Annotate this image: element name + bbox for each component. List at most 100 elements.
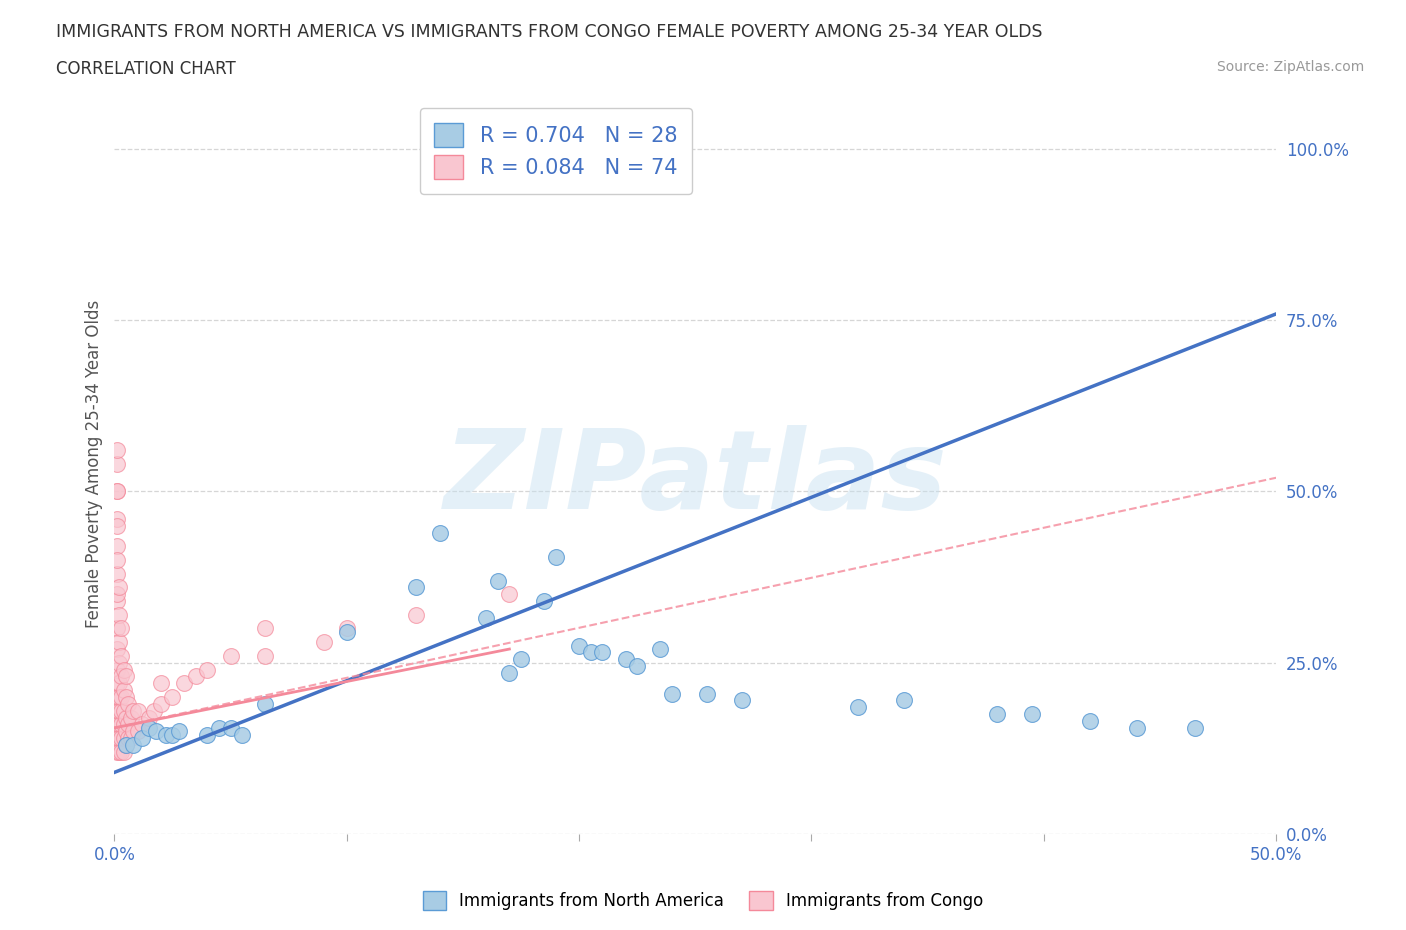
Point [112, 744, 135, 759]
Point [108, 717, 131, 732]
Point [105, 662, 128, 677]
Point [614, 652, 637, 667]
Point [105, 676, 128, 691]
Point [110, 669, 132, 684]
Point [115, 724, 138, 738]
Point [112, 683, 135, 698]
Point [112, 717, 135, 732]
Point [122, 724, 145, 738]
Point [108, 635, 131, 650]
Point [105, 621, 128, 636]
Point [108, 703, 131, 718]
Point [510, 652, 533, 667]
Point [661, 686, 683, 701]
Point [122, 737, 145, 752]
Point [731, 693, 754, 708]
Point [650, 642, 672, 657]
Point [579, 645, 602, 660]
Point [110, 648, 132, 663]
Point [131, 731, 153, 746]
Point [893, 693, 915, 708]
Point [105, 538, 128, 553]
Point [195, 727, 218, 742]
Point [405, 607, 427, 622]
Point [105, 518, 128, 533]
Point [105, 717, 128, 732]
Point [108, 744, 131, 759]
Point [105, 744, 128, 759]
Point [105, 703, 128, 718]
Point [475, 611, 498, 626]
Point [846, 700, 869, 715]
Point [336, 624, 359, 639]
Point [591, 645, 613, 660]
Point [498, 666, 520, 681]
Point [162, 689, 184, 704]
Point [1021, 707, 1043, 722]
Point [117, 731, 139, 746]
Point [105, 457, 128, 472]
Point [405, 580, 427, 595]
Point [112, 731, 135, 746]
Point [105, 512, 128, 526]
Point [108, 656, 131, 671]
Point [138, 721, 160, 736]
Point [110, 731, 132, 746]
Point [208, 721, 231, 736]
Point [117, 697, 139, 711]
Point [105, 642, 128, 657]
Point [108, 607, 131, 622]
Point [120, 731, 142, 746]
Point [105, 484, 128, 498]
Point [108, 580, 131, 595]
Point [219, 721, 242, 736]
Point [142, 703, 165, 718]
Point [120, 711, 142, 725]
Point [108, 689, 131, 704]
Point [105, 443, 128, 458]
Point [110, 744, 132, 759]
Point [138, 711, 160, 725]
Legend: R = 0.704   N = 28, R = 0.084   N = 74: R = 0.704 N = 28, R = 0.084 N = 74 [419, 108, 692, 193]
Point [254, 648, 277, 663]
Point [498, 587, 520, 602]
Point [173, 676, 195, 691]
Point [105, 566, 128, 581]
Point [115, 689, 138, 704]
Point [231, 727, 253, 742]
Point [219, 648, 242, 663]
Point [149, 697, 172, 711]
Point [105, 731, 128, 746]
Point [486, 573, 509, 588]
Point [162, 727, 184, 742]
Point [110, 703, 132, 718]
Point [127, 724, 149, 738]
Point [254, 621, 277, 636]
Text: Source: ZipAtlas.com: Source: ZipAtlas.com [1216, 60, 1364, 74]
Point [184, 669, 207, 684]
Point [145, 724, 167, 738]
Point [986, 707, 1008, 722]
Text: CORRELATION CHART: CORRELATION CHART [56, 60, 236, 78]
Point [131, 717, 153, 732]
Point [110, 621, 132, 636]
Point [1125, 721, 1147, 736]
Point [108, 676, 131, 691]
Point [312, 635, 335, 650]
Legend: Immigrants from North America, Immigrants from Congo: Immigrants from North America, Immigrant… [416, 884, 990, 917]
Point [115, 737, 138, 752]
Y-axis label: Female Poverty Among 25-34 Year Olds: Female Poverty Among 25-34 Year Olds [86, 299, 103, 628]
Point [115, 669, 138, 684]
Point [105, 593, 128, 608]
Point [112, 703, 135, 718]
Point [105, 689, 128, 704]
Point [626, 658, 648, 673]
Point [105, 587, 128, 602]
Point [110, 689, 132, 704]
Point [108, 731, 131, 746]
Point [169, 724, 191, 738]
Point [105, 484, 128, 498]
Text: ZIPatlas: ZIPatlas [443, 425, 948, 532]
Point [122, 703, 145, 718]
Point [115, 711, 138, 725]
